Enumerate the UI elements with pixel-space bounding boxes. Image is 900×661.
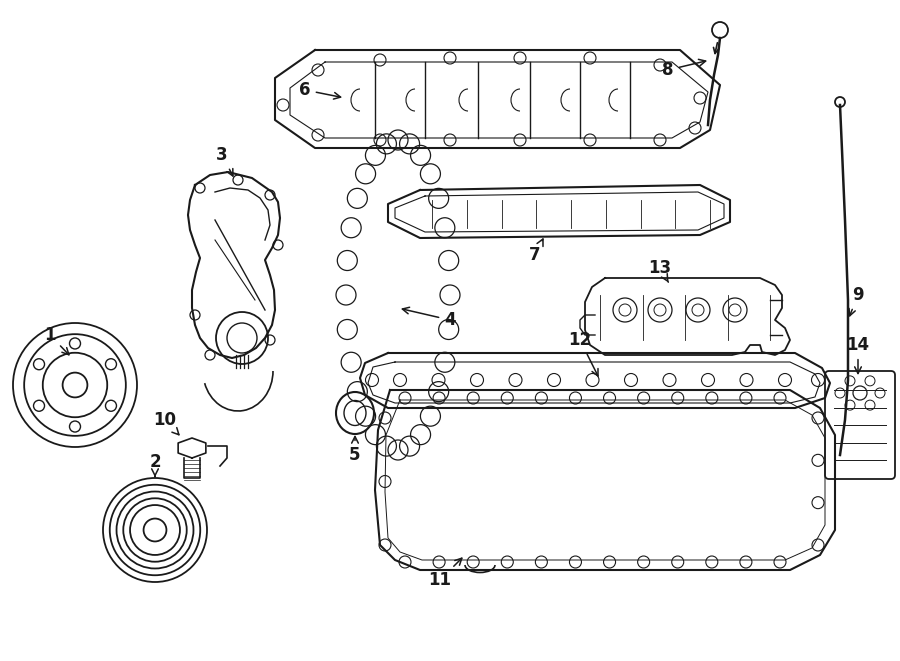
- Text: 12: 12: [569, 331, 598, 376]
- Text: 4: 4: [402, 307, 455, 329]
- Text: 14: 14: [846, 336, 869, 373]
- Text: 13: 13: [648, 259, 671, 282]
- Text: 11: 11: [428, 558, 462, 589]
- Text: 5: 5: [349, 436, 361, 464]
- Text: 3: 3: [216, 146, 233, 176]
- Text: 6: 6: [299, 81, 340, 99]
- Text: 1: 1: [44, 326, 69, 355]
- Text: 7: 7: [529, 239, 543, 264]
- Text: 8: 8: [662, 59, 706, 79]
- Text: 2: 2: [149, 453, 161, 477]
- Text: 10: 10: [154, 411, 179, 435]
- Text: 9: 9: [849, 286, 864, 316]
